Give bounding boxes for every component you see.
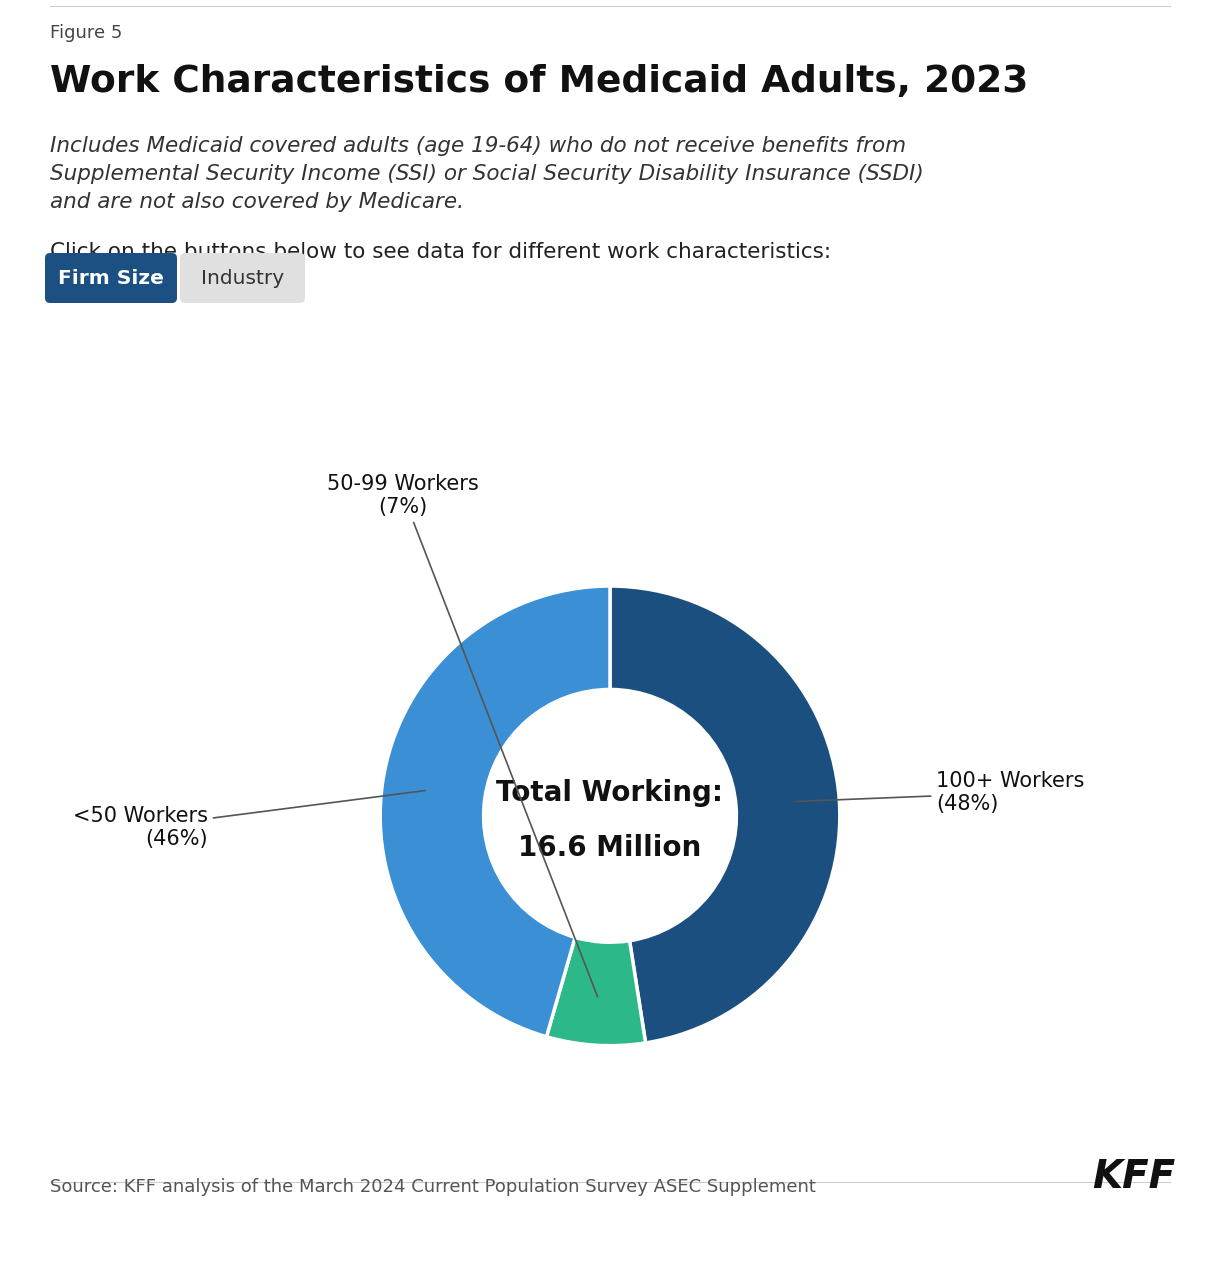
Text: 16.6 Million: 16.6 Million <box>518 834 702 862</box>
Wedge shape <box>610 586 839 1043</box>
Text: Total Working:: Total Working: <box>497 779 723 806</box>
Text: Industry: Industry <box>201 268 284 287</box>
Wedge shape <box>381 586 610 1036</box>
Text: Supplemental Security Income (SSI) or Social Security Disability Insurance (SSDI: Supplemental Security Income (SSI) or So… <box>50 164 924 185</box>
Text: Firm Size: Firm Size <box>59 268 163 287</box>
Wedge shape <box>547 938 645 1045</box>
Text: <50 Workers
(46%): <50 Workers (46%) <box>73 790 426 849</box>
Text: Source: KFF analysis of the March 2024 Current Population Survey ASEC Supplement: Source: KFF analysis of the March 2024 C… <box>50 1178 816 1196</box>
Text: Click on the buttons below to see data for different work characteristics:: Click on the buttons below to see data f… <box>50 241 831 262</box>
Text: 50-99 Workers
(7%): 50-99 Workers (7%) <box>327 474 598 997</box>
Text: Work Characteristics of Medicaid Adults, 2023: Work Characteristics of Medicaid Adults,… <box>50 64 1028 100</box>
Text: Figure 5: Figure 5 <box>50 24 122 42</box>
FancyBboxPatch shape <box>45 253 177 303</box>
FancyBboxPatch shape <box>181 253 305 303</box>
Text: 100+ Workers
(48%): 100+ Workers (48%) <box>797 771 1085 814</box>
Text: KFF: KFF <box>1092 1158 1175 1196</box>
Text: Includes Medicaid covered adults (age 19-64) who do not receive benefits from: Includes Medicaid covered adults (age 19… <box>50 137 906 155</box>
Text: and are not also covered by Medicare.: and are not also covered by Medicare. <box>50 192 464 212</box>
